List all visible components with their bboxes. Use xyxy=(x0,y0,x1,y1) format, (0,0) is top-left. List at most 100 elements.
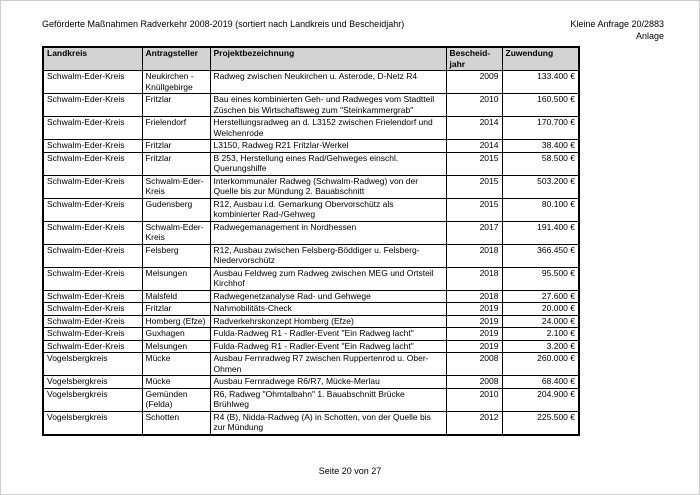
cell-zuwendung: 68.400 € xyxy=(501,375,580,389)
cell-zuwendung: 58.500 € xyxy=(501,151,580,176)
cell-projektbezeichnung: Ausbau Fernradweg R7 zwischen Ruppertenr… xyxy=(209,352,447,376)
cell-landkreis: Schwalm-Eder-Kreis xyxy=(42,289,143,303)
cell-landkreis: Schwalm-Eder-Kreis xyxy=(42,116,143,140)
cell-bescheidjahr: 2009 xyxy=(445,70,503,94)
cell-antragsteller: Frielendorf xyxy=(141,116,211,140)
cell-bescheidjahr: 2019 xyxy=(445,314,503,328)
cell-bescheidjahr: 2019 xyxy=(445,339,503,353)
table-row: Vogelsbergkreis Gemünden (Felda) R6, Radwe… xyxy=(42,387,580,412)
table-row: Schwalm-Eder-Kreis Fritzlar Bau eines komb… xyxy=(42,93,580,117)
cell-bescheidjahr: 2019 xyxy=(445,302,503,316)
cell-zuwendung: 38.400 € xyxy=(501,139,580,153)
table-row: Schwalm-Eder-Kreis Melsungen Ausbau Feldwe… xyxy=(42,266,580,291)
cell-projektbezeichnung: R12, Ausbau zwischen Felsberg-Böddiger u… xyxy=(209,243,447,268)
cell-landkreis: Schwalm-Eder-Kreis xyxy=(42,266,143,291)
cell-zuwendung: 503.200 € xyxy=(501,174,580,199)
reference-annex: Anlage xyxy=(635,31,664,41)
cell-antragsteller: Guxhagen xyxy=(141,327,211,341)
table-row: Schwalm-Eder-Kreis Melsungen Fulda-Radweg … xyxy=(42,339,580,353)
table-row: Schwalm-Eder-Kreis Schwalm-Eder-Kreis Radw… xyxy=(42,220,580,245)
cell-zuwendung: 260.000 € xyxy=(501,352,580,376)
column-header-zuwendung: Zuwendung xyxy=(501,46,580,71)
cell-landkreis: Vogelsbergkreis xyxy=(42,410,143,435)
document-header: Geförderte Maßnahmen Radverkehr 2008-201… xyxy=(42,18,664,42)
column-header-projektbezeichnung: Projektbezeichnung xyxy=(209,46,447,71)
table-row: Schwalm-Eder-Kreis Homberg (Efze) Radverke… xyxy=(42,314,580,328)
table-header: Landkreis Antragsteller Projektbezeichnu… xyxy=(42,46,580,71)
cell-zuwendung: 204.900 € xyxy=(501,387,580,412)
cell-projektbezeichnung: B 253, Herstellung eines Rad/Gehweges ei… xyxy=(209,151,447,176)
table-row: Schwalm-Eder-Kreis Felsberg R12, Ausbau zw… xyxy=(42,243,580,268)
cell-bescheidjahr: 2015 xyxy=(445,151,503,176)
page-footer: Seite 20 von 27 xyxy=(318,466,382,476)
page-title: Geförderte Maßnahmen Radverkehr 2008-201… xyxy=(42,19,405,29)
cell-antragsteller: Gudensberg xyxy=(141,197,211,222)
cell-antragsteller: Fritzlar xyxy=(141,93,211,117)
cell-landkreis: Schwalm-Eder-Kreis xyxy=(42,302,143,316)
cell-projektbezeichnung: Ausbau Fernradwege R6/R7, Mücke-Merlau xyxy=(209,375,447,389)
cell-landkreis: Schwalm-Eder-Kreis xyxy=(42,339,143,353)
cell-projektbezeichnung: Radwegenetzanalyse Rad- und Gehwege xyxy=(209,289,447,303)
cell-landkreis: Schwalm-Eder-Kreis xyxy=(42,93,143,117)
cell-antragsteller: Homberg (Efze) xyxy=(141,314,211,328)
cell-zuwendung: 95.500 € xyxy=(501,266,580,291)
table-row: Vogelsbergkreis Mücke Ausbau Fernradwege R… xyxy=(42,375,580,389)
cell-antragsteller: Melsungen xyxy=(141,339,211,353)
cell-projektbezeichnung: Fulda-Radweg R1 - Radler-Event "Ein Radw… xyxy=(209,327,447,341)
cell-zuwendung: 160.500 € xyxy=(501,93,580,117)
table-row: Schwalm-Eder-Kreis Guxhagen Fulda-Radweg R… xyxy=(42,327,580,341)
cell-projektbezeichnung: Bau eines kombinierten Geh- und Radweges… xyxy=(209,93,447,117)
cell-landkreis: Schwalm-Eder-Kreis xyxy=(42,327,143,341)
cell-antragsteller: Fritzlar xyxy=(141,151,211,176)
cell-landkreis: Schwalm-Eder-Kreis xyxy=(42,174,143,199)
cell-antragsteller: Melsungen xyxy=(141,266,211,291)
cell-projektbezeichnung: Radwegemanagement in Nordhessen xyxy=(209,220,447,245)
cell-projektbezeichnung: L3150, Radweg R21 Fritzlar-Werkel xyxy=(209,139,447,153)
cell-projektbezeichnung: Herstellungsradweg an d. L3152 zwischen … xyxy=(209,116,447,140)
reference-number: Kleine Anfrage 20/2883 xyxy=(570,19,664,29)
cell-bescheidjahr: 2015 xyxy=(445,174,503,199)
table-row: Schwalm-Eder-Kreis Malsfeld Radwegenetzana… xyxy=(42,289,580,303)
cell-bescheidjahr: 2014 xyxy=(445,116,503,140)
cell-bescheidjahr: 2008 xyxy=(445,375,503,389)
cell-bescheidjahr: 2018 xyxy=(445,289,503,303)
cell-antragsteller: Fritzlar xyxy=(141,302,211,316)
table-body: Schwalm-Eder-Kreis Neukirchen - Knüllgebi… xyxy=(42,70,580,435)
cell-landkreis: Schwalm-Eder-Kreis xyxy=(42,243,143,268)
cell-antragsteller: Mücke xyxy=(141,375,211,389)
cell-zuwendung: 3.200 € xyxy=(501,339,580,353)
cell-zuwendung: 170.700 € xyxy=(501,116,580,140)
document-reference: Kleine Anfrage 20/2883 Anlage xyxy=(570,18,664,42)
cell-zuwendung: 80.100 € xyxy=(501,197,580,222)
cell-bescheidjahr: 2018 xyxy=(445,266,503,291)
cell-projektbezeichnung: Radweg zwischen Neukirchen u. Asterode, … xyxy=(209,70,447,94)
column-header-bescheidjahr: Bescheid-jahr xyxy=(445,46,503,71)
cell-zuwendung: 20.000 € xyxy=(501,302,580,316)
funding-table: Landkreis Antragsteller Projektbezeichnu… xyxy=(42,46,580,436)
cell-bescheidjahr: 2014 xyxy=(445,139,503,153)
table-row: Schwalm-Eder-Kreis Schwalm-Eder-Kreis Inte… xyxy=(42,174,580,199)
cell-projektbezeichnung: Ausbau Feldweg zum Radweg zwischen MEG u… xyxy=(209,266,447,291)
cell-projektbezeichnung: R6, Radweg "Ohmtalbahn" 1. Bauabschnitt … xyxy=(209,387,447,412)
table-row: Schwalm-Eder-Kreis Fritzlar L3150, Radweg … xyxy=(42,139,580,153)
cell-zuwendung: 27.600 € xyxy=(501,289,580,303)
cell-projektbezeichnung: Fulda-Radweg R1 - Radler-Event "Ein Radw… xyxy=(209,339,447,353)
cell-zuwendung: 24.000 € xyxy=(501,314,580,328)
cell-bescheidjahr: 2019 xyxy=(445,327,503,341)
cell-landkreis: Schwalm-Eder-Kreis xyxy=(42,70,143,94)
cell-antragsteller: Schotten xyxy=(141,410,211,435)
cell-bescheidjahr: 2010 xyxy=(445,93,503,117)
table-row: Schwalm-Eder-Kreis Fritzlar B 253, Herstel… xyxy=(42,151,580,176)
cell-projektbezeichnung: Interkommunaler Radweg (Schwalm-Radweg) … xyxy=(209,174,447,199)
cell-landkreis: Schwalm-Eder-Kreis xyxy=(42,139,143,153)
cell-antragsteller: Schwalm-Eder-Kreis xyxy=(141,220,211,245)
cell-antragsteller: Neukirchen - Knüllgebirge xyxy=(141,70,211,94)
cell-antragsteller: Schwalm-Eder-Kreis xyxy=(141,174,211,199)
cell-projektbezeichnung: R12, Ausbau i.d. Gemarkung Obervorschütz… xyxy=(209,197,447,222)
table-header-row: Landkreis Antragsteller Projektbezeichnu… xyxy=(42,46,580,71)
cell-antragsteller: Mücke xyxy=(141,352,211,376)
cell-projektbezeichnung: R4 (B), Nidda-Radweg (A) in Schotten, vo… xyxy=(209,410,447,435)
cell-zuwendung: 225.500 € xyxy=(501,410,580,435)
cell-antragsteller: Fritzlar xyxy=(141,139,211,153)
